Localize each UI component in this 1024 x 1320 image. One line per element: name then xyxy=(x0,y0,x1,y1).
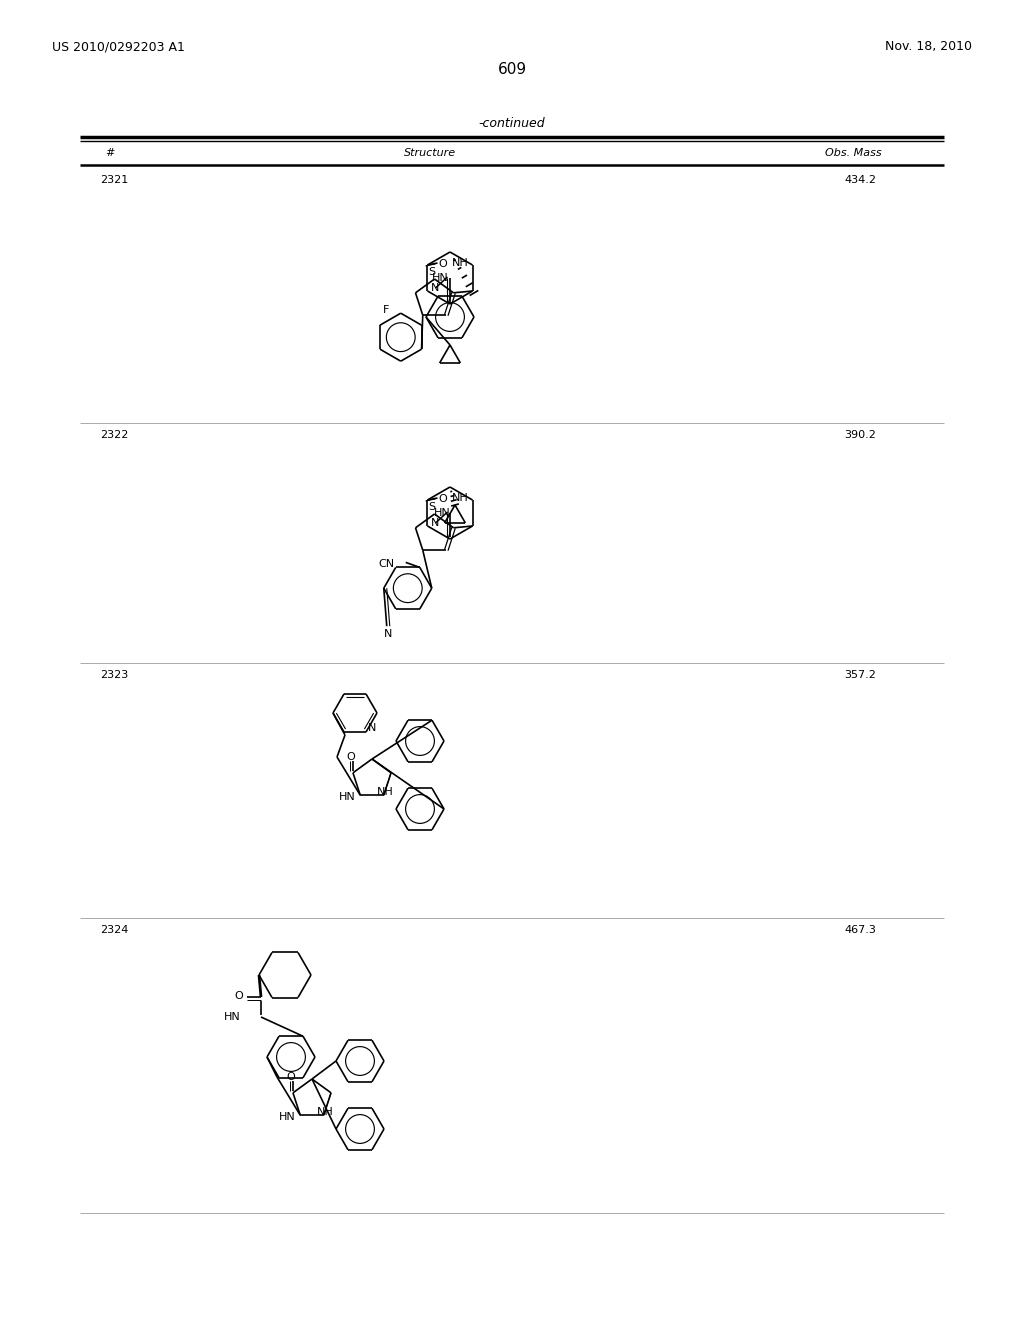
Text: F: F xyxy=(382,305,389,315)
Text: US 2010/0292203 A1: US 2010/0292203 A1 xyxy=(52,40,185,53)
Text: O: O xyxy=(287,1072,295,1082)
Text: O: O xyxy=(438,259,447,269)
Text: 2324: 2324 xyxy=(100,925,128,935)
Text: 467.3: 467.3 xyxy=(844,925,876,935)
Text: 434.2: 434.2 xyxy=(844,176,876,185)
Text: S: S xyxy=(428,502,435,512)
Text: N: N xyxy=(384,630,392,639)
Text: #: # xyxy=(105,148,115,158)
Text: HN: HN xyxy=(224,1012,241,1022)
Text: -continued: -continued xyxy=(478,117,546,129)
Text: O: O xyxy=(438,494,447,504)
Text: N: N xyxy=(430,282,439,293)
Text: 609: 609 xyxy=(498,62,526,77)
Text: 390.2: 390.2 xyxy=(844,430,876,440)
Text: Nov. 18, 2010: Nov. 18, 2010 xyxy=(885,40,972,53)
Text: HN: HN xyxy=(434,508,451,517)
Text: N: N xyxy=(368,723,377,733)
Text: HN: HN xyxy=(279,1113,296,1122)
Text: 357.2: 357.2 xyxy=(844,671,876,680)
Text: NH: NH xyxy=(452,257,469,268)
Text: 2322: 2322 xyxy=(100,430,128,440)
Text: CN: CN xyxy=(379,560,395,569)
Text: N: N xyxy=(430,517,439,528)
Text: Obs. Mass: Obs. Mass xyxy=(825,148,882,158)
Text: S: S xyxy=(428,267,435,277)
Text: Structure: Structure xyxy=(403,148,456,158)
Text: O: O xyxy=(234,991,243,1001)
Text: NH: NH xyxy=(377,787,394,797)
Text: HN: HN xyxy=(432,273,449,282)
Text: 2323: 2323 xyxy=(100,671,128,680)
Text: 2321: 2321 xyxy=(100,176,128,185)
Text: O: O xyxy=(346,752,355,762)
Text: NH: NH xyxy=(317,1106,334,1117)
Text: HN: HN xyxy=(339,792,355,803)
Text: NH: NH xyxy=(452,492,469,503)
